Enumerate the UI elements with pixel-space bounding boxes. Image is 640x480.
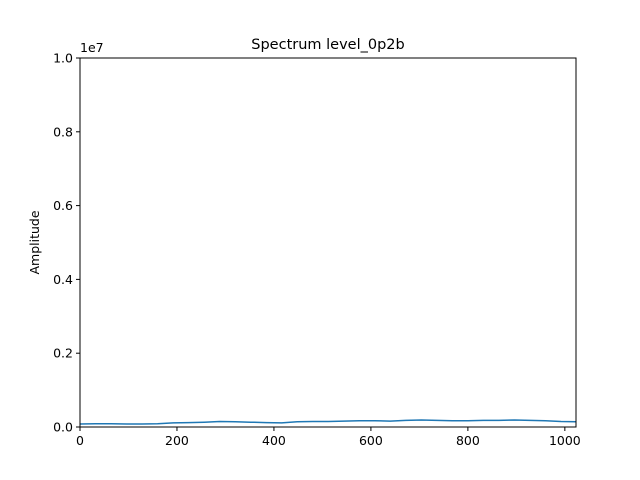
y-tick-label: 0.4	[53, 272, 73, 287]
x-tick-label: 1000	[549, 433, 581, 448]
x-tick-label: 600	[359, 433, 383, 448]
y-axis-label: Amplitude	[27, 210, 42, 274]
y-tick-label: 0.8	[53, 124, 73, 139]
x-tick-label: 200	[165, 433, 189, 448]
x-tick-label: 800	[456, 433, 480, 448]
chart-title: Spectrum level_0p2b	[251, 37, 404, 53]
x-tick-label: 400	[262, 433, 286, 448]
y-tick-label: 0.2	[53, 346, 73, 361]
y-tick-label: 1.0	[53, 51, 73, 66]
y-tick-label: 0.0	[53, 420, 73, 435]
plot-area	[80, 58, 576, 427]
y-tick-label: 0.6	[53, 198, 73, 213]
x-tick-label: 0	[76, 433, 84, 448]
y-offset-label: 1e7	[80, 40, 104, 55]
